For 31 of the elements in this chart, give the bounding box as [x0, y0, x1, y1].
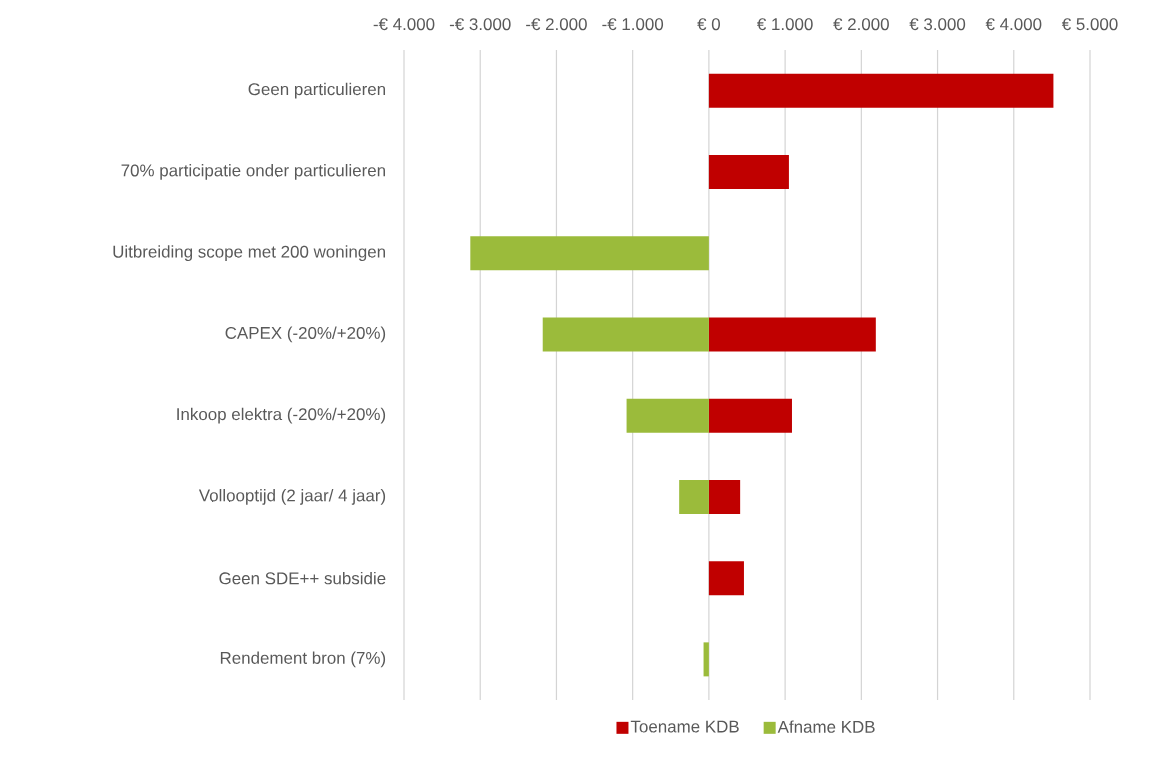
x-tick-label: -€ 3.000 [449, 18, 511, 31]
x-tick-label: € 3.000 [909, 18, 966, 31]
bar [708, 479, 741, 514]
y-tick-label: Geen particulieren [248, 82, 386, 99]
bar [703, 642, 709, 677]
bar [708, 73, 1054, 108]
bar [708, 561, 744, 596]
x-tick-label: -€ 2.000 [526, 18, 587, 31]
x-tick-label: € 5.000 [1061, 18, 1118, 31]
y-tick-label: Uitbreiding scope met 200 woningen [113, 245, 385, 262]
x-tick-label: € 4.000 [985, 18, 1042, 31]
x-tick-label: € 2.000 [833, 18, 889, 31]
x-tick-label: € 1.000 [756, 18, 813, 31]
bar [470, 236, 709, 271]
y-tick-label: Vollooptijd (2 jaar/ 4 jaar) [198, 488, 386, 505]
bar [626, 398, 709, 433]
bar [542, 317, 709, 352]
y-tick-label: 70% participatie onder particulieren [121, 163, 385, 180]
y-tick-label: Geen SDE++ subsidie [219, 571, 386, 585]
bar [708, 398, 792, 433]
legend-label: Toename KDB [630, 720, 739, 733]
x-tick-label: -€ 1.000 [602, 18, 664, 31]
bar [679, 479, 709, 514]
bar [708, 317, 876, 352]
y-tick-label: Inkoop elektra (-20%/+20%) [177, 407, 386, 424]
legend-label: Afname KDB [777, 720, 875, 733]
y-tick-label: Rendement bron (7%) [220, 651, 386, 668]
y-tick-label: CAPEX (-20%/+20%) [225, 326, 386, 343]
x-tick-label: -€ 4.000 [373, 18, 435, 31]
bar [708, 154, 789, 189]
x-tick-label: € 0 [697, 18, 720, 31]
